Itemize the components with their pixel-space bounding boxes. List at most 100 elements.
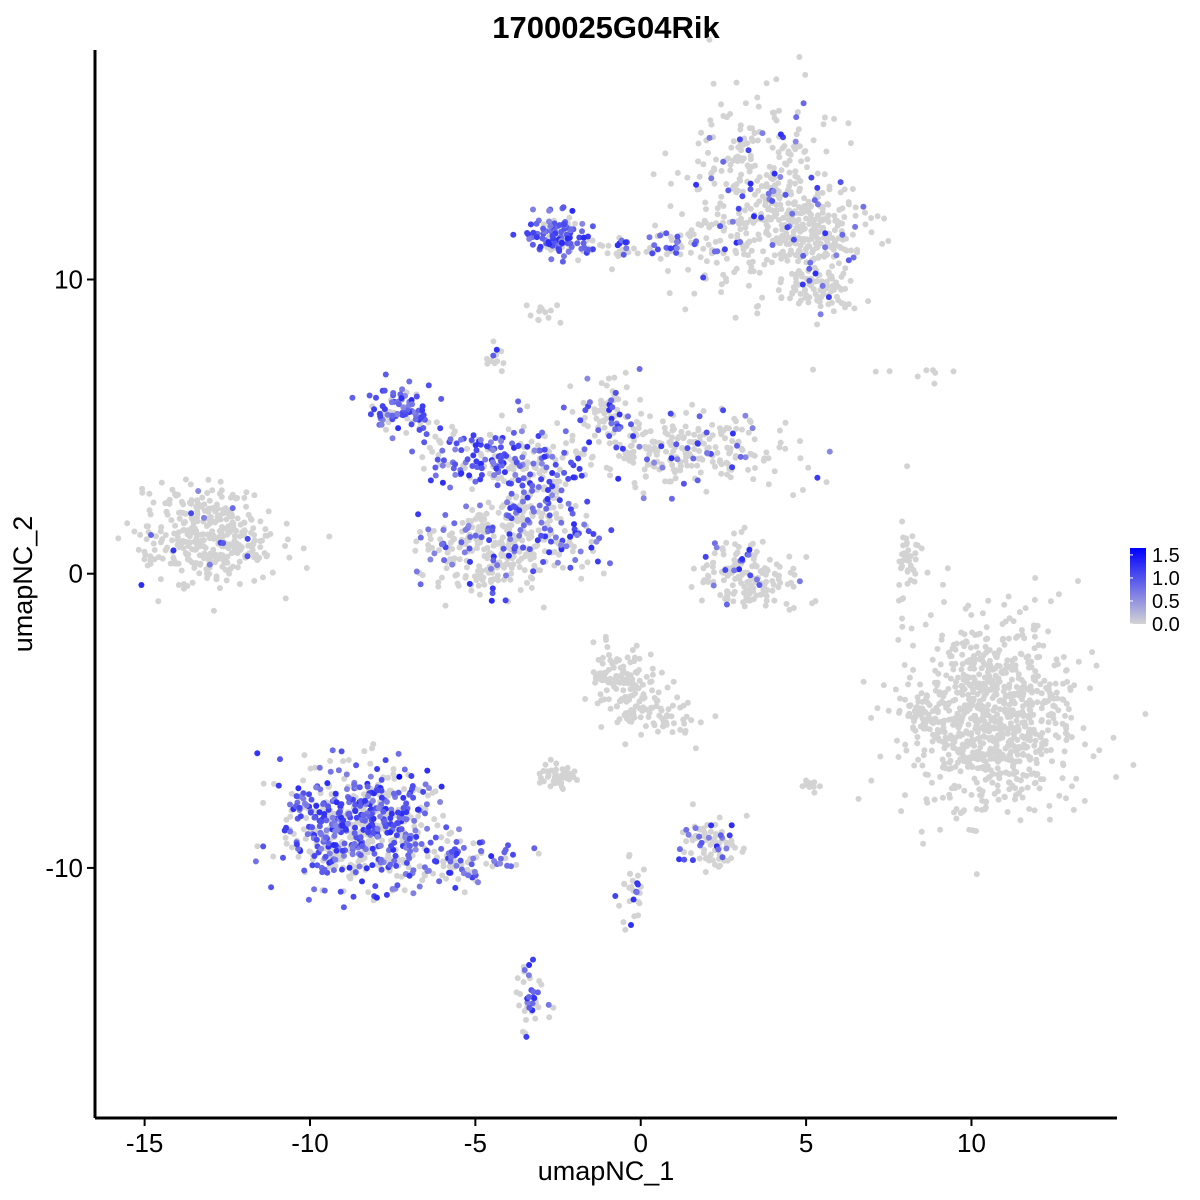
point-center-lower	[498, 553, 505, 559]
point-left-blob	[157, 576, 164, 583]
point-right-blob	[1018, 627, 1025, 633]
point-center-arm	[473, 447, 480, 454]
point-right-blob	[1052, 680, 1059, 687]
point-bottom-center-small	[548, 767, 555, 774]
point-center-diag	[558, 519, 565, 526]
point-top-right-tail	[839, 236, 846, 243]
point-bottom-center-tail	[688, 717, 695, 724]
point-center-upper-right	[619, 445, 626, 452]
point-top-bridge	[667, 245, 674, 252]
point-top-isolated	[547, 307, 554, 314]
point-bottom-left-blob	[424, 767, 431, 774]
point-center-arm	[473, 458, 480, 465]
point-center-right-wing	[680, 434, 687, 441]
point-top-right-low	[842, 285, 849, 292]
x-tick-label: 0	[633, 1128, 647, 1158]
point-bottom-left-blob	[295, 845, 302, 852]
point-top-right	[748, 263, 755, 270]
point-right-blob	[1062, 712, 1068, 719]
point-center-core	[543, 464, 550, 471]
point-right-blob	[905, 681, 912, 688]
point-right-blob	[973, 779, 980, 786]
point-bottom-center	[599, 660, 606, 667]
point-right-blob	[1093, 662, 1100, 669]
point-bottom-center-small	[574, 777, 580, 783]
point-top-right-tail	[868, 215, 875, 221]
chart-title: 1700025G04Rik	[492, 10, 720, 45]
point-center-core	[515, 477, 522, 484]
point-top-right	[732, 314, 739, 321]
point-center-core	[524, 517, 531, 524]
point-bottom-left-blob	[323, 827, 330, 834]
point-right-blob	[914, 734, 921, 740]
point-bottom-left-tail	[412, 846, 419, 853]
point-center-right-wing	[630, 459, 637, 466]
point-top-bridge	[705, 241, 712, 248]
point-center-lower	[415, 511, 422, 518]
point-bottom-left-blob	[383, 891, 390, 898]
point-bottom-center	[613, 685, 620, 692]
point-top-isolated	[536, 308, 543, 315]
point-center-right-wing	[826, 448, 833, 455]
point-right-blob	[957, 717, 964, 724]
point-bottom-left-blob	[283, 824, 290, 831]
point-top-right	[773, 76, 780, 83]
point-top-right	[738, 171, 745, 178]
point-center-right-wing	[669, 423, 676, 430]
point-top-right	[720, 271, 727, 278]
point-bottom-left-blob	[353, 762, 360, 769]
point-bottom-left-blob	[357, 802, 364, 809]
point-top-arm	[574, 240, 581, 247]
point-center-upper-right	[636, 366, 643, 372]
point-center-upper-left	[366, 392, 373, 399]
point-center-lower	[466, 545, 473, 552]
point-center-lower	[501, 478, 508, 485]
point-bottom-mid-right	[716, 814, 723, 821]
point-bottom-left-blob	[377, 813, 384, 820]
point-top-bridge	[609, 266, 615, 273]
point-bottom-left-blob	[343, 771, 350, 778]
legend-colorbar: 0.00.51.01.5	[1130, 545, 1180, 636]
point-top-right	[702, 199, 709, 206]
point-top-right	[845, 120, 852, 127]
point-top-right-tail	[807, 259, 814, 266]
point-center-upper-right	[586, 399, 593, 406]
point-center-upper-right	[622, 369, 629, 376]
point-bottom-left-blob	[382, 823, 389, 830]
point-bottom-left-blob	[307, 809, 314, 816]
point-top-right-tail	[850, 254, 857, 261]
point-center-upper-right	[582, 407, 589, 414]
point-bottom-center-small	[555, 779, 562, 786]
point-left-blob	[176, 509, 182, 516]
point-right-blob	[1025, 653, 1032, 660]
point-top-right-tail	[885, 238, 892, 244]
point-right-blob	[902, 741, 909, 748]
point-bottom-center	[597, 691, 604, 698]
point-right-blob	[1063, 795, 1069, 802]
point-bottom-center-tail	[645, 714, 652, 720]
point-left-blob	[147, 511, 154, 518]
point-bottom-left-blob	[367, 760, 374, 767]
point-right-blob	[992, 653, 999, 660]
point-top-right	[747, 152, 754, 159]
point-bottom-left-blob	[387, 829, 394, 836]
point-top-right	[777, 131, 784, 138]
point-center-upper-right	[584, 423, 591, 430]
point-top-right-low	[842, 265, 849, 272]
point-center-lower	[522, 504, 529, 511]
point-mid-arc-top	[753, 548, 760, 555]
point-bottom-left-blob	[432, 788, 439, 795]
point-center-lower	[492, 539, 499, 546]
point-center-right-wing	[607, 472, 613, 479]
point-center-right-wing	[636, 443, 643, 450]
point-center-upper-left	[373, 394, 379, 401]
point-right-blob	[994, 711, 1001, 718]
point-mid-arc	[729, 582, 736, 589]
point-right-blob	[1065, 706, 1072, 713]
point-top-bridge	[732, 247, 739, 254]
point-right-blob	[874, 705, 881, 712]
point-top-right	[668, 180, 674, 187]
point-left-blob	[180, 537, 187, 544]
point-top-right-low	[817, 303, 824, 310]
point-center-lower	[530, 551, 537, 558]
